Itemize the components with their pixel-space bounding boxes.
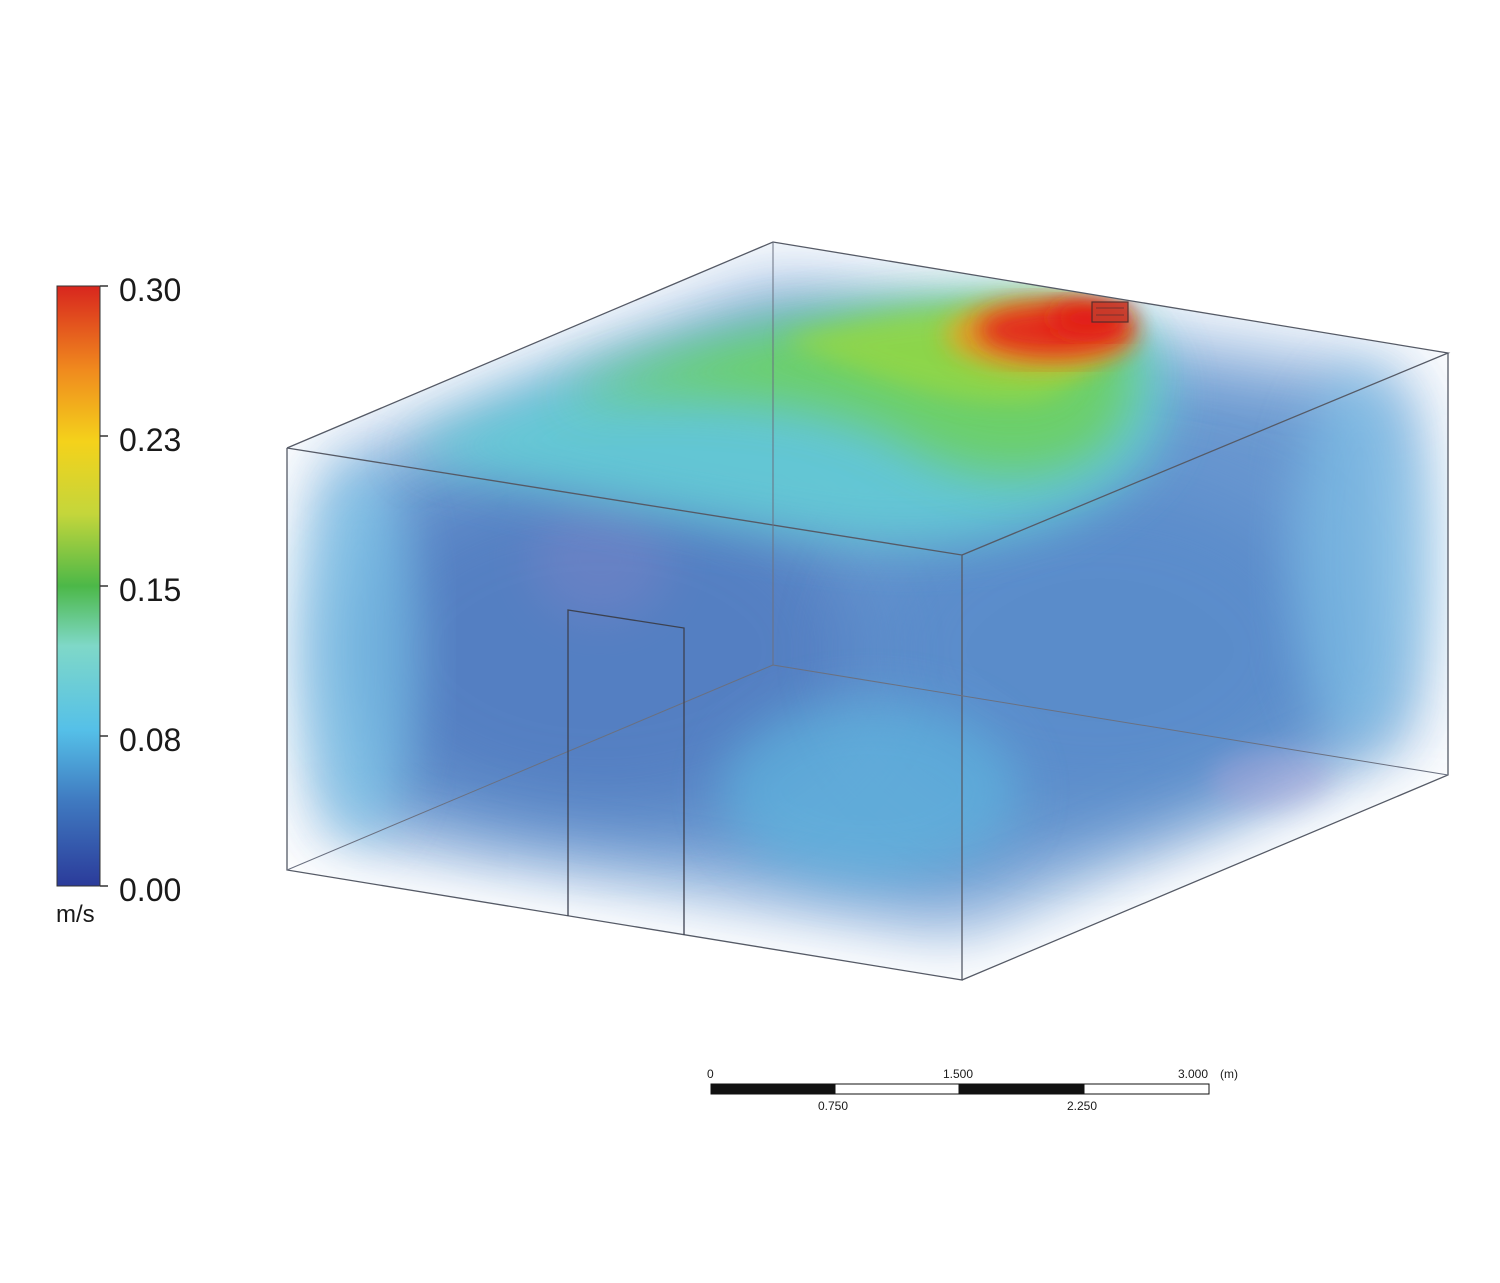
inlet-diffuser [1091, 301, 1129, 323]
scale-seg-1 [711, 1084, 835, 1094]
scale-seg-2 [834, 1083, 960, 1095]
room-wireframe [286, 241, 1451, 981]
purple-tint-left [530, 500, 670, 620]
scale-seg-3 [959, 1084, 1084, 1094]
scale-seg-4 [1083, 1083, 1210, 1095]
legend-label-4: 0.08 [119, 722, 181, 758]
bulk-flow-dark [340, 480, 860, 820]
scale-bar: 0 1.500 3.000 (m) 0.750 2.250 [707, 1067, 1238, 1113]
purple-tint-right [1210, 750, 1330, 810]
legend-unit: m/s [56, 901, 95, 928]
top-face-edge [286, 241, 1451, 556]
side-stream [300, 460, 420, 840]
color-legend: 0.30 0.23 0.15 0.08 0.00 m/s [56, 272, 181, 928]
back-floor-edge-right [772, 664, 1449, 776]
door-outline [567, 609, 685, 935]
legend-label-min: 0.00 [119, 872, 181, 908]
legend-gradient-bar [56, 285, 101, 887]
legend-label-3: 0.15 [119, 572, 181, 608]
room-volume [287, 285, 1448, 980]
right-side-stream [1290, 370, 1430, 750]
legend-ticks [100, 285, 108, 887]
legend-label-max: 0.30 [119, 272, 181, 308]
scale-label-0: 0 [707, 1067, 714, 1081]
back-floor-edge-left [286, 664, 774, 871]
scale-unit: (m) [1220, 1067, 1238, 1081]
scale-label-3000: 3.000 [1178, 1067, 1208, 1081]
scale-frame [710, 1083, 1210, 1095]
scale-label-0750: 0.750 [818, 1099, 848, 1113]
lower-stream [720, 700, 1020, 880]
scale-label-2250: 2.250 [1067, 1099, 1097, 1113]
legend-label-2: 0.23 [119, 422, 181, 458]
scale-label-1500: 1.500 [943, 1067, 973, 1081]
